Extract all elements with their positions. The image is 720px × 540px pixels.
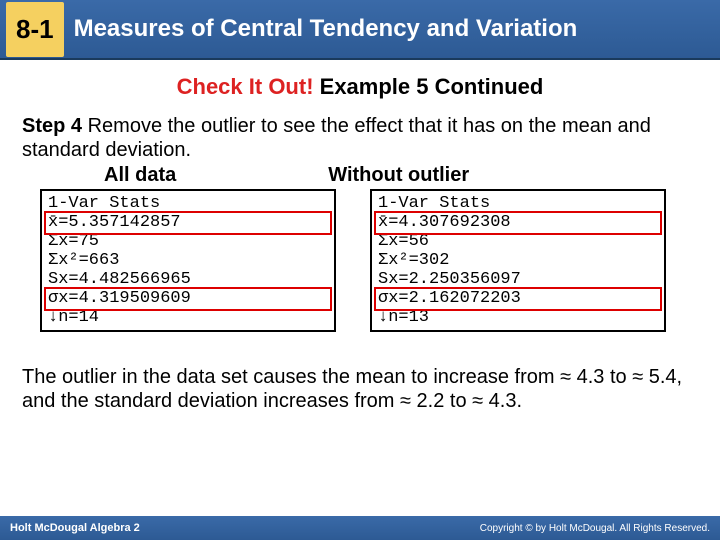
calc-line: Σx=75 [48, 232, 328, 251]
label-without-outlier: Without outlier [328, 164, 469, 187]
step-label: Step 4 [22, 115, 82, 137]
calc-line: Sx=4.482566965 [48, 270, 328, 289]
calc-line: ↓n=14 [48, 308, 328, 327]
calculator-all-data: 1-Var Statsx̄=5.357142857Σx=75Σx²=663Sx=… [40, 189, 336, 332]
section-number-badge: 8-1 [6, 2, 64, 57]
calc-line: ↓n=13 [378, 308, 658, 327]
calc-line: Σx²=302 [378, 251, 658, 270]
calculator-without-outlier: 1-Var Statsx̄=4.307692308Σx=56Σx²=302Sx=… [370, 189, 666, 332]
check-black-text: Example 5 Continued [314, 74, 544, 99]
conclusion-text: The outlier in the data set causes the m… [22, 366, 698, 413]
slide-header: 8-1 Measures of Central Tendency and Var… [0, 0, 720, 60]
calc-line: 1-Var Stats [378, 194, 658, 213]
step-instruction: Step 4 Remove the outlier to see the eff… [22, 114, 698, 162]
column-labels-row: All data Without outlier [22, 164, 698, 187]
footer-book-title: Holt McDougal Algebra 2 [10, 522, 140, 534]
step-body: Remove the outlier to see the effect tha… [22, 115, 651, 161]
calc-line: 1-Var Stats [48, 194, 328, 213]
slide-content: Check It Out! Example 5 Continued Step 4… [0, 60, 720, 413]
check-red-text: Check It Out! [177, 74, 314, 99]
slide-title: Measures of Central Tendency and Variati… [74, 16, 578, 41]
calculator-screens-row: 1-Var Statsx̄=5.357142857Σx=75Σx²=663Sx=… [40, 189, 698, 332]
slide-footer: Holt McDougal Algebra 2 Copyright © by H… [0, 516, 720, 540]
calc-line: σx=4.319509609 [48, 289, 328, 308]
calc-line: Σx²=663 [48, 251, 328, 270]
calc-line: Σx=56 [378, 232, 658, 251]
check-it-out-heading: Check It Out! Example 5 Continued [22, 74, 698, 100]
calc-line: x̄=4.307692308 [378, 213, 658, 232]
calc-line: σx=2.162072203 [378, 289, 658, 308]
label-all-data: All data [104, 164, 176, 187]
footer-copyright: Copyright © by Holt McDougal. All Rights… [480, 523, 710, 534]
calc-line: x̄=5.357142857 [48, 213, 328, 232]
calc-line: Sx=2.250356097 [378, 270, 658, 289]
